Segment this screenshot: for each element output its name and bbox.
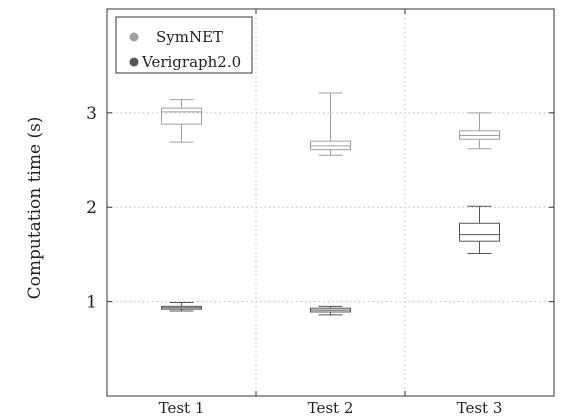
legend-marker-verigraph [129,57,139,67]
x-tick-label: Test 2 [308,399,354,417]
box-0-2 [459,112,500,150]
box-0-1 [310,92,351,156]
box-1-1 [310,305,351,316]
legend-marker-symnet [129,32,139,42]
legend-box [115,16,253,74]
plot-frame [106,8,555,397]
tick-layer: 1 2 3 Test 1 Test 2 Test 3 [86,9,554,417]
y-tick-label: 2 [86,198,97,218]
y-axis-label: Computation time (s) [25,117,45,300]
y-tick-label: 3 [86,104,97,124]
box-1-0 [161,302,202,312]
legend: SymNET Verigraph2.0 [115,16,253,74]
legend-label-symnet: SymNET [156,28,223,46]
box-1-2 [459,205,500,254]
x-tick-label: Test 3 [457,399,503,417]
box-0-0 [161,99,202,143]
legend-label-verigraph: Verigraph2.0 [141,53,241,71]
box-iqr [161,107,202,125]
box-layer [161,92,500,316]
x-tick-label: Test 1 [159,399,205,417]
y-tick-label: 1 [86,293,97,313]
grid-layer [107,9,554,396]
box-iqr [459,222,500,242]
